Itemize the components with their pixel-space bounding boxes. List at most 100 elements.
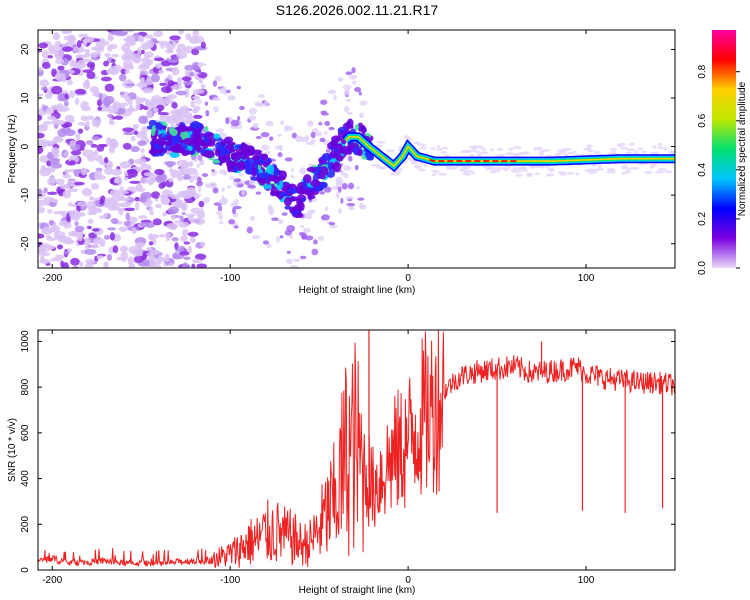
spectrogram-blob xyxy=(215,128,225,133)
spectrogram-blob xyxy=(86,225,92,230)
spectrogram-blob xyxy=(251,235,261,240)
spectrogram-blob xyxy=(135,242,146,248)
spectrogram-blob xyxy=(41,226,54,235)
spectrogram-blob xyxy=(54,40,62,46)
spectrogram-blob xyxy=(469,145,480,149)
spectrogram-blob xyxy=(278,219,284,225)
spectrogram-blob xyxy=(174,249,185,253)
spectrogram-blob xyxy=(176,159,189,167)
spectrogram-blob xyxy=(43,196,55,203)
spectrogram-blob xyxy=(538,150,545,154)
spectrogram-blob xyxy=(40,86,48,91)
spectrogram-blob xyxy=(70,149,82,156)
spectrogram-blob xyxy=(147,255,156,262)
spectrogram-blob xyxy=(304,135,310,141)
spectrogram-blob xyxy=(192,114,203,119)
spectrogram-blob xyxy=(64,129,76,137)
spectrogram-blob xyxy=(522,151,531,155)
spectrogram-blob xyxy=(134,196,140,202)
spectrogram-blob xyxy=(57,244,64,250)
spectrogram-blob xyxy=(252,149,263,154)
spectrogram-blob xyxy=(532,147,539,151)
spectrogram-blob xyxy=(212,97,221,102)
spectrogram-blob xyxy=(302,227,311,234)
spectrogram-blob xyxy=(664,170,673,174)
spectrogram-blob xyxy=(112,104,119,113)
spectrogram-blob xyxy=(84,248,97,255)
snr-x-tick-label: 0 xyxy=(405,575,411,586)
spectrogram-blob xyxy=(111,53,119,58)
spectrogram-blob xyxy=(43,140,54,147)
spectrogram-blob xyxy=(277,175,286,181)
spectrogram-blob xyxy=(636,147,644,151)
spectrogram-blob xyxy=(180,111,187,116)
spectrogram-blob xyxy=(440,150,448,154)
spectrogram-blob xyxy=(167,94,177,100)
spectrogram-blob xyxy=(103,60,109,67)
spectrogram-blob xyxy=(214,75,222,82)
spectrogram-blob xyxy=(143,172,155,177)
spectrogram-blob xyxy=(436,148,443,152)
spectrogram-blob xyxy=(189,36,200,45)
spectrogram-blob xyxy=(295,185,306,195)
spectrogram-blob xyxy=(563,153,569,157)
spectrogram-blob xyxy=(289,196,299,202)
spectrogram-blob xyxy=(74,221,79,227)
spectrogram-blob xyxy=(122,127,134,133)
spectrogram-blob xyxy=(81,187,93,197)
spectrogram-blob xyxy=(277,133,282,137)
spectrogram-blob xyxy=(294,269,301,276)
spectrogram-blob xyxy=(657,146,664,150)
spectrogram-blob xyxy=(286,250,291,254)
colorbar-tick-label: 0.8 xyxy=(697,64,708,78)
snr-y-axis-label: SNR (10 * v/v) xyxy=(7,418,18,482)
spectrogram-blob xyxy=(625,170,632,174)
spectrogram-blob xyxy=(119,245,129,253)
spectrogram-blob xyxy=(168,42,173,50)
snr-y-tick-label: 400 xyxy=(20,470,31,487)
spectrogram-blob xyxy=(345,71,353,76)
spectrogram-blob xyxy=(158,194,169,198)
spectrogram-x-tick-label: 0 xyxy=(405,273,411,284)
spectrogram-blob xyxy=(323,131,328,135)
spectrogram-blob xyxy=(124,207,136,212)
spectrogram-blob xyxy=(110,168,123,176)
spectrogram-blob xyxy=(74,181,85,186)
spectrogram-blob xyxy=(59,184,71,190)
spectrogram-blob xyxy=(246,226,253,234)
spectrogram-blob xyxy=(176,51,187,60)
spectrogram-blob xyxy=(88,196,95,201)
spectrogram-blob xyxy=(230,96,234,101)
spectrogram-blob xyxy=(419,146,428,150)
spectrogram-blob xyxy=(103,261,109,268)
spectrogram-blob xyxy=(122,30,135,33)
spectrogram-blob xyxy=(118,102,129,107)
spectrogram-blob xyxy=(140,148,145,154)
spectrogram-blob xyxy=(68,90,75,99)
spectrogram-blob xyxy=(248,115,257,121)
spectrogram-blob xyxy=(277,152,283,158)
colorbar-tick-label: 0.6 xyxy=(697,113,708,127)
spectrogram-blob xyxy=(150,128,156,137)
spectrogram-panel: Height of straight line (km) Frequency (… xyxy=(7,29,676,296)
spectrogram-blob xyxy=(566,171,575,175)
spectrogram-blob xyxy=(118,197,131,201)
spectrogram-blob xyxy=(156,65,161,69)
spectrogram-blob xyxy=(318,121,323,126)
spectrogram-blob xyxy=(76,204,81,213)
spectrogram-blob xyxy=(230,152,242,162)
spectrogram-blob xyxy=(149,98,160,106)
spectrogram-blob xyxy=(317,163,322,171)
spectrogram-blob xyxy=(100,76,112,82)
spectrogram-blob xyxy=(123,176,129,181)
spectrogram-blob xyxy=(149,234,160,239)
spectrogram-blob xyxy=(181,262,189,268)
spectrogram-blob xyxy=(406,156,414,160)
spectrogram-blob xyxy=(174,39,180,44)
spectrogram-blob xyxy=(657,143,663,147)
spectrogram-blob xyxy=(327,162,332,170)
spectrogram-blob xyxy=(52,32,60,41)
spectrogram-blob xyxy=(38,93,44,97)
spectrogram-blob xyxy=(66,79,73,86)
spectrogram-blob xyxy=(233,225,239,229)
